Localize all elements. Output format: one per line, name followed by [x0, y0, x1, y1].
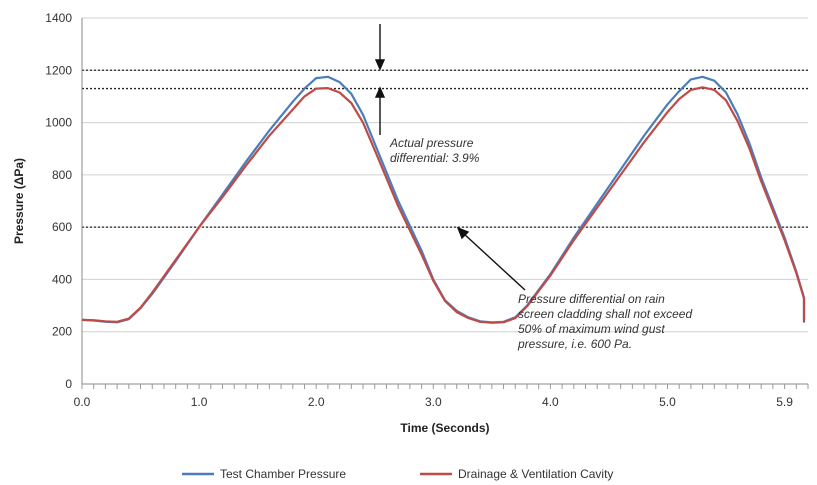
- x-tick-label: 1.0: [191, 395, 208, 409]
- y-tick-label: 1000: [45, 116, 72, 130]
- annotation-line: pressure, i.e. 600 Pa.: [517, 337, 632, 351]
- annotation-line: 50% of maximum wind gust: [518, 322, 665, 336]
- annotation-arrows: [374, 24, 526, 291]
- series-lines: [81, 75, 806, 324]
- annotation-line: differential: 3.9%: [390, 151, 480, 165]
- y-tick-label: 1200: [45, 63, 72, 77]
- y-tick-label: 400: [52, 272, 72, 286]
- y-tick-label: 200: [52, 325, 72, 339]
- y-tick-label: 0: [65, 377, 72, 391]
- y-tick-labels: 0 200 400 600 800 1000 1200 1400: [45, 11, 72, 391]
- x-tick-label: 5.0: [659, 395, 676, 409]
- y-tick-label: 1400: [45, 11, 72, 25]
- y-tick-label: 600: [52, 220, 72, 234]
- arrow-diagonal: [462, 232, 526, 291]
- x-tick-label: 3.0: [425, 395, 442, 409]
- arrow-diagonal-head: [456, 226, 470, 240]
- legend: Test Chamber Pressure Drainage & Ventilat…: [182, 467, 613, 481]
- axes: [81, 18, 808, 385]
- annotation-line: screen cladding shall not exceed: [518, 307, 692, 321]
- y-axis-title: Pressure (ΔPa): [12, 158, 26, 244]
- reference-lines: [82, 69, 808, 228]
- annotation-line: Actual pressure: [389, 136, 474, 150]
- x-tick-label: 0.0: [74, 395, 91, 409]
- legend-label: Test Chamber Pressure: [220, 467, 346, 481]
- gridlines: [82, 17, 808, 333]
- x-tick-label: 4.0: [542, 395, 559, 409]
- arrow-down-head: [374, 59, 386, 71]
- x-axis-title: Time (Seconds): [400, 421, 489, 435]
- series-line-0: [81, 75, 806, 324]
- legend-label: Drainage & Ventilation Cavity: [458, 467, 613, 481]
- x-tick-labels: 0.0 1.0 2.0 3.0 4.0 5.0 5.9: [74, 395, 794, 409]
- x-minor-ticks: [81, 384, 809, 389]
- annotation-line: Pressure differential on rain: [518, 292, 665, 306]
- x-tick-label: 5.9: [776, 395, 793, 409]
- arrow-up-head: [374, 86, 386, 98]
- series-line-1: [81, 86, 806, 324]
- y-tick-label: 800: [52, 168, 72, 182]
- x-tick-label: 2.0: [308, 395, 325, 409]
